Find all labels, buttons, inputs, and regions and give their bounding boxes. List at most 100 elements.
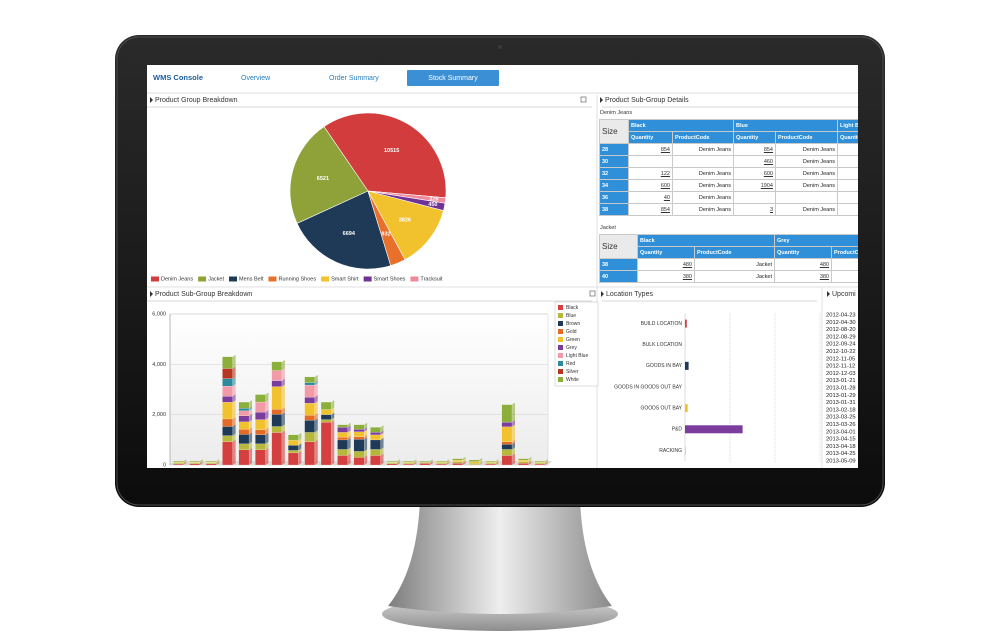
- subheader: ProductCode: [774, 131, 839, 144]
- maximize-icon[interactable]: [589, 290, 596, 297]
- slice-label: 326: [429, 197, 438, 203]
- bar-segment: [288, 445, 299, 451]
- bar-segment: [271, 414, 283, 427]
- bar-segment: [337, 455, 348, 466]
- date-item: 2013-04-18: [826, 444, 856, 450]
- bar-side: [347, 422, 351, 428]
- slice-label: 3826: [399, 217, 411, 223]
- bar-segment: [419, 461, 430, 463]
- legend-swatch: [410, 276, 419, 282]
- y-tick-label: 6,000: [152, 311, 166, 317]
- bar-side: [347, 447, 351, 456]
- date-item: 2012-08-20: [826, 327, 856, 333]
- tab-label[interactable]: Overview: [241, 75, 271, 82]
- legend-swatch: [558, 337, 563, 342]
- expand-arrow[interactable]: [827, 291, 830, 297]
- quantity-cell[interactable]: 380: [637, 270, 695, 283]
- quantity-cell[interactable]: 854: [628, 203, 673, 216]
- bar-segment: [501, 455, 513, 466]
- expand-arrow[interactable]: [601, 291, 604, 297]
- expand-arrow[interactable]: [600, 97, 603, 103]
- bar-segment: [304, 415, 315, 421]
- quantity-cell[interactable]: 1904: [733, 179, 776, 192]
- tab-label[interactable]: Order Summary: [329, 75, 379, 82]
- size-cell: 32: [599, 167, 629, 180]
- bar-segment: [468, 461, 480, 464]
- bar-side: [216, 460, 220, 463]
- subheader-row: Quantity ProductCode Quantity ProductCode Qu…: [600, 131, 858, 144]
- data-row: 32 122 Denim Jeans 600 Denim Jeans: [599, 167, 858, 180]
- quantity-cell[interactable]: 854: [628, 143, 673, 156]
- bar-side: [512, 442, 516, 450]
- expand-arrow[interactable]: [150, 97, 153, 103]
- bar-segment: [419, 462, 430, 464]
- legend-label: Black: [566, 305, 579, 311]
- pie-slice: [289, 126, 369, 224]
- quantity-cell[interactable]: 480: [774, 258, 832, 271]
- bar-segment: [271, 380, 283, 387]
- subheader: Quantity: [628, 131, 673, 144]
- y-tick-label: GOODS IN BAY: [646, 363, 683, 369]
- bar-segment: [320, 419, 332, 423]
- bar-segment: [485, 462, 496, 464]
- bar-side: [331, 417, 335, 423]
- quantity-cell[interactable]: 380: [774, 270, 832, 283]
- bar-segment: [255, 429, 266, 435]
- bar-segment: [353, 439, 365, 452]
- active-tab[interactable]: [407, 70, 499, 86]
- quantity-cell[interactable]: 122: [628, 167, 673, 180]
- bar-segment: [403, 461, 414, 463]
- bar-segment: [501, 404, 513, 423]
- bar-segment: [205, 461, 217, 463]
- bar-segment: [255, 434, 266, 444]
- date-item: 2013-01-29: [826, 393, 856, 399]
- date-item: 2012-04-30: [826, 320, 856, 326]
- legend-label: Gold: [566, 329, 577, 335]
- data-row: 28 854 Denim Jeans 854 Denim Jeans: [599, 143, 858, 156]
- tab-label[interactable]: Stock Summary: [428, 75, 478, 82]
- expand-arrow[interactable]: [150, 291, 153, 297]
- bar-segment: [288, 452, 299, 466]
- bar-side: [331, 412, 335, 420]
- quantity-cell: [837, 143, 858, 156]
- bar-segment: [255, 411, 266, 420]
- bar-segment: [468, 462, 480, 465]
- quantity-cell[interactable]: 460: [733, 155, 776, 168]
- code-cell: Jacket: [694, 270, 775, 283]
- quantity-cell[interactable]: 600: [733, 167, 776, 180]
- data-row: 38480Jacket480Jacket: [599, 258, 858, 271]
- date-item: 2012-10-22: [826, 349, 856, 355]
- bar-side: [512, 424, 516, 442]
- bar-segment: [304, 441, 315, 466]
- date-item: 2013-02-18: [826, 407, 856, 413]
- subheader: Quantity: [733, 131, 776, 144]
- maximize-icon[interactable]: [580, 96, 587, 103]
- legend-swatch: [229, 276, 238, 282]
- bar-segment: [255, 419, 266, 430]
- slice-label: 10515: [384, 148, 399, 154]
- bar-segment: [271, 370, 283, 381]
- bar-side: [380, 425, 384, 433]
- legend-swatch: [558, 345, 563, 350]
- quantity-cell[interactable]: 480: [637, 258, 695, 271]
- legend-swatch: [558, 377, 563, 382]
- code-cell: Jacket: [694, 258, 775, 271]
- bar-segment: [370, 427, 381, 433]
- legend-label: White: [566, 377, 579, 383]
- bar-side: [528, 459, 532, 464]
- quantity-cell: [733, 191, 776, 204]
- bar-segment: [435, 463, 447, 466]
- quantity-cell[interactable]: 3: [733, 203, 776, 216]
- size-cell: 28: [599, 143, 629, 156]
- bar-side: [232, 400, 236, 419]
- bar-segment: [205, 463, 217, 466]
- quantity-cell[interactable]: 854: [733, 143, 776, 156]
- bar-side: [281, 430, 285, 465]
- bar-segment: [386, 463, 398, 466]
- bar-side: [265, 427, 269, 435]
- bar-side: [249, 419, 253, 430]
- bar-segment: [370, 432, 381, 436]
- bar-segment: [435, 462, 447, 465]
- quantity-cell[interactable]: 600: [628, 179, 673, 192]
- quantity-cell[interactable]: 40: [628, 191, 673, 204]
